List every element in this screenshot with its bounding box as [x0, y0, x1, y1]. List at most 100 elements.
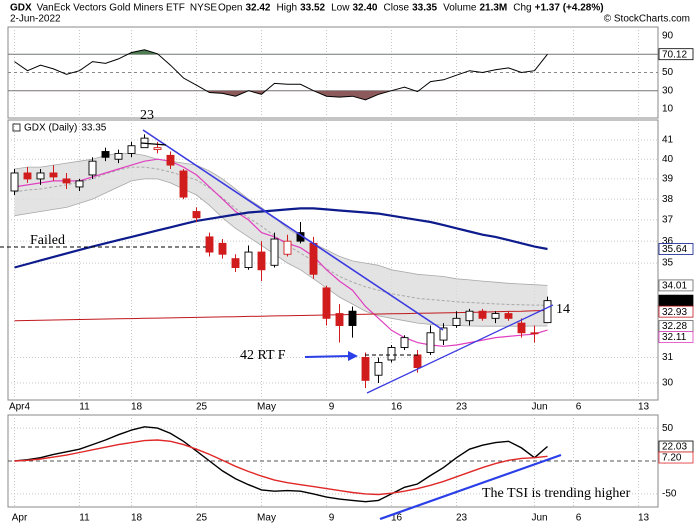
- y-tick-label: 30: [662, 378, 674, 389]
- value-badge: [658, 331, 694, 343]
- value-badge-label: 32.28: [662, 321, 687, 332]
- value-badge: [658, 279, 694, 292]
- x-tick-label: 23: [456, 402, 468, 413]
- series-line: [14, 439, 548, 496]
- candle-body: [517, 322, 526, 334]
- quote-value: 33.52: [300, 3, 325, 14]
- value-badge-label: 70.12: [662, 49, 687, 60]
- quote-value: 32.40: [352, 3, 377, 14]
- candle-body: [218, 242, 227, 255]
- candle-body: [62, 178, 71, 184]
- quote-value: 21.3M: [479, 3, 507, 14]
- x-tick-label: 9: [329, 402, 335, 413]
- value-badge-label: 35.64: [662, 244, 687, 255]
- annotation: 14: [556, 302, 570, 317]
- annotation: The TSI is trending higher: [482, 486, 631, 501]
- quote-label: Open: [218, 3, 242, 14]
- y-tick-label: 40: [662, 154, 674, 165]
- candle-body: [101, 151, 110, 158]
- x-tick-label: 16: [391, 402, 403, 413]
- y-tick-label: 41: [662, 135, 674, 146]
- quote-label: Low: [331, 3, 350, 14]
- down-trendline: [142, 129, 444, 331]
- candle-body: [387, 347, 396, 361]
- annotation: 23: [140, 108, 154, 123]
- candle-body: [309, 242, 318, 275]
- price-panel-frame: [7, 119, 659, 401]
- candle-body: [335, 313, 344, 326]
- y-tick-label: 30: [662, 85, 674, 96]
- y-tick-label: 37: [662, 215, 674, 226]
- quote-value: +1.37 (+4.28%): [535, 3, 604, 14]
- x-tick-label: Jun: [531, 402, 547, 413]
- candle-body: [504, 313, 513, 319]
- annotation: 42 RT F: [240, 348, 286, 363]
- candle-body: [75, 180, 84, 188]
- y-tick-label: 39: [662, 174, 674, 185]
- x-tick-label: May: [257, 513, 276, 524]
- y-tick-label: 50: [662, 423, 674, 434]
- candle-body: [127, 145, 136, 154]
- candle-body: [114, 152, 123, 160]
- quote-label: Chg: [513, 3, 531, 14]
- moving-average: [14, 158, 548, 347]
- value-badge-label: 34.01: [662, 281, 687, 292]
- candle-body: [179, 170, 188, 198]
- value-badge-label: 32.93: [662, 307, 687, 318]
- tsi-trendline: [379, 453, 562, 521]
- candle-body: [465, 310, 474, 322]
- quote-label: High: [277, 3, 298, 14]
- y-tick-label: 38: [662, 194, 674, 205]
- x-tick-label: 16: [391, 513, 403, 524]
- y-tick-label: 50: [662, 67, 674, 78]
- value-badge-label: 22.03: [662, 442, 687, 453]
- x-tick-label: 13: [638, 513, 650, 524]
- candle-body: [205, 236, 214, 253]
- candle-body: [348, 310, 357, 326]
- x-tick-label: Apr: [12, 513, 28, 524]
- y-tick-label: -50: [662, 488, 677, 499]
- annotation: Failed: [30, 233, 65, 248]
- exchange: NYSE: [190, 3, 218, 14]
- y-tick-label: 10: [662, 104, 674, 115]
- x-tick-label: 13: [638, 402, 650, 413]
- candle-body: [426, 332, 435, 353]
- quote-label: Close: [384, 3, 410, 14]
- candle-body: [257, 251, 266, 271]
- candle-body: [491, 313, 500, 319]
- candle-body: [361, 357, 370, 381]
- candle-body: [452, 317, 461, 326]
- drawn-annotations: [0, 123, 562, 521]
- y-tick-label: 35: [662, 258, 674, 269]
- symbol: GDX: [10, 3, 32, 14]
- x-tick-label: 6: [576, 513, 582, 524]
- date: 2-Jun-2022: [10, 14, 61, 25]
- value-badge: [658, 243, 694, 255]
- candle-body: [153, 147, 162, 151]
- candle-body: [413, 354, 422, 369]
- y-tick-label: 90: [662, 31, 674, 42]
- series-line: [14, 426, 548, 503]
- x-tick-label: 11: [79, 513, 90, 524]
- panel-last-close: 33.35: [81, 123, 106, 134]
- value-badge: [658, 451, 694, 464]
- candle-body: [23, 172, 32, 180]
- candle-body: [322, 287, 331, 319]
- candle-body: [36, 172, 45, 180]
- y-tick-label: 31: [662, 352, 674, 363]
- candle-body: [543, 300, 552, 324]
- credit: © StockCharts.com: [604, 14, 690, 25]
- candle-body: [10, 172, 19, 192]
- candle-body: [530, 332, 539, 335]
- x-tick-label: 18: [131, 513, 143, 524]
- x-tick-label: May: [257, 402, 276, 413]
- candle-body: [439, 327, 448, 341]
- moving-average: [14, 207, 548, 269]
- x-tick-label: Jun: [531, 513, 547, 524]
- up-trendline: [366, 304, 554, 394]
- candle-body: [166, 154, 175, 166]
- value-badge: [658, 305, 694, 318]
- candle-body: [478, 310, 487, 319]
- security-name: VanEck Vectors Gold Miners ETF: [37, 3, 185, 14]
